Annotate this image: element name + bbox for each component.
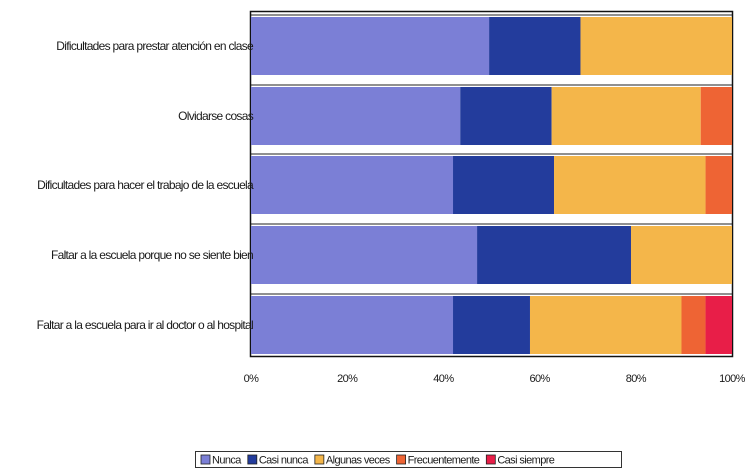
- bar-segment-casi-nunca: [453, 296, 530, 354]
- category-label: Dificultades para prestar atención en cl…: [56, 39, 254, 53]
- bar-layer: [249, 10, 734, 358]
- bar-segment-algunas-veces: [529, 296, 682, 354]
- bar-segment-algunas-veces: [551, 87, 701, 145]
- bar-segment-algunas-veces: [630, 226, 732, 284]
- bar-segment-casi-nunca: [453, 156, 555, 214]
- legend-box: [195, 451, 622, 468]
- category-label: Olvidarse cosas: [178, 109, 254, 123]
- category-label: Dificultades para hacer el trabajo de la…: [37, 178, 254, 192]
- plot-frame: [249, 10, 734, 358]
- bar-segment-casi-nunca: [489, 17, 581, 75]
- category-label: Faltar a la escuela para ir al doctor o …: [37, 318, 253, 332]
- bar-segment-frecuentemente: [705, 156, 732, 214]
- bar-segment-nunca: [251, 296, 454, 354]
- x-tick-label: 20%: [337, 373, 358, 385]
- x-axis-ticks: 0% 20% 40% 60% 80% 100%: [244, 373, 747, 385]
- x-tick-label: 80%: [626, 373, 647, 385]
- legend-label: Casi nunca: [259, 455, 310, 467]
- bar-segment-algunas-veces: [580, 17, 732, 75]
- x-tick-label: 60%: [529, 373, 550, 385]
- bar-segment-casi-nunca: [477, 226, 631, 284]
- legend-label: Casi siempre: [497, 455, 554, 467]
- legend-swatch: [396, 454, 407, 465]
- bar-segment-nunca: [251, 87, 461, 145]
- legend: Nunca Casi nunca Algunas veces Frecuentemen…: [195, 451, 622, 468]
- bar-segment-algunas-veces: [554, 156, 706, 214]
- legend-label: Frecuentemente: [408, 455, 480, 467]
- bar-segment-nunca: [251, 226, 478, 284]
- category-labels: Dificultades para prestar atención en cl…: [37, 39, 255, 332]
- bar-segment-frecuentemente: [681, 296, 706, 354]
- bar-segment-casi-siempre: [705, 296, 732, 354]
- bar-segment-casi-nunca: [460, 87, 552, 145]
- bar-segment-frecuentemente: [700, 87, 732, 145]
- x-tick-label: 0%: [244, 373, 260, 385]
- legend-swatch: [314, 454, 325, 465]
- category-label: Faltar a la escuela porque no se siente …: [51, 248, 253, 262]
- legend-swatch: [200, 454, 211, 465]
- x-tick-label: 100%: [719, 373, 746, 385]
- bar-segment-nunca: [251, 156, 454, 214]
- legend-swatch: [485, 454, 496, 465]
- x-tick-label: 40%: [433, 373, 454, 385]
- bar-segment-nunca: [251, 17, 490, 75]
- legend-swatch: [247, 454, 258, 465]
- legend-label: Algunas veces: [326, 455, 391, 467]
- legend-label: Nunca: [212, 455, 242, 467]
